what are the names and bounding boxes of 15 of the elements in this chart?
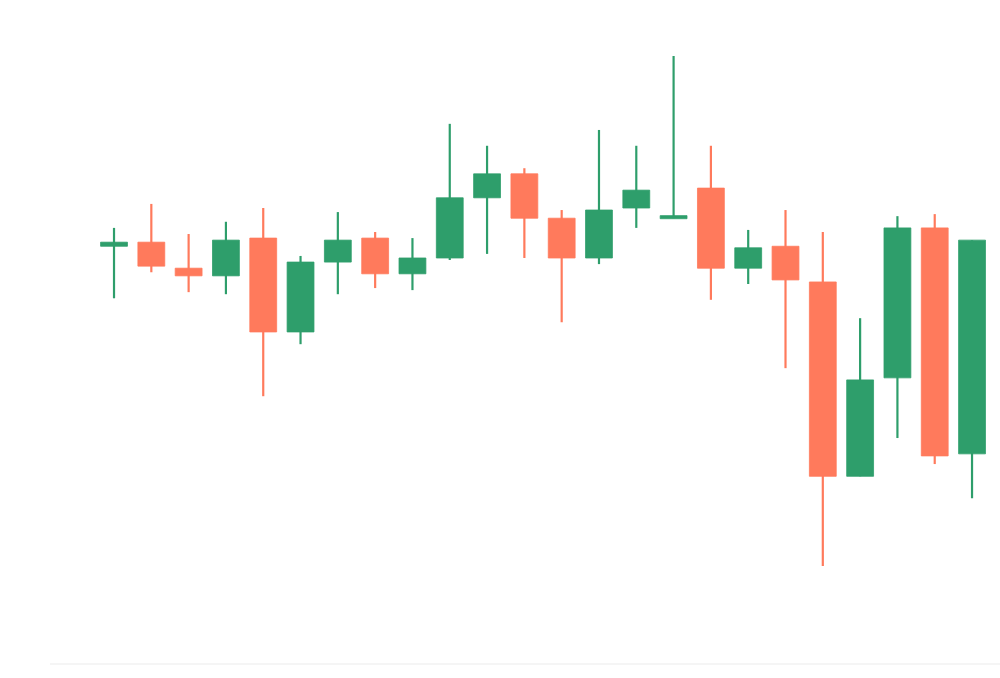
candlestick	[734, 228, 763, 286]
candlestick	[622, 144, 651, 229]
candlestick	[659, 54, 688, 220]
candlestick	[398, 236, 427, 292]
candlestick	[174, 232, 203, 294]
candlestick	[324, 210, 352, 296]
candlestick	[361, 230, 389, 290]
candlestick	[473, 144, 501, 256]
candlestick	[771, 208, 800, 370]
candlestick	[212, 220, 240, 296]
candlestick	[585, 128, 613, 266]
candlestick	[510, 167, 539, 260]
candlestick	[547, 208, 576, 324]
candlestick	[137, 202, 166, 274]
candlestick	[100, 226, 128, 300]
